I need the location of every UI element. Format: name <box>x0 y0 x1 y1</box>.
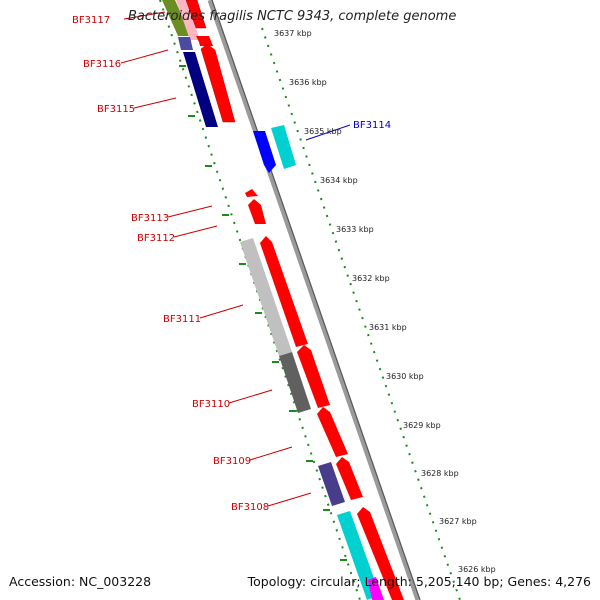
gene-feature-red-3108 <box>336 457 363 500</box>
gene-feature-red-long <box>260 236 308 347</box>
gene-label-bf3116: BF3116 <box>83 59 121 70</box>
genome-backbone <box>207 0 421 600</box>
gene-feature-red-top-2 <box>196 36 213 46</box>
gene-feature-red-bottom <box>357 507 404 600</box>
scale-label-3631: 3631 kbp <box>369 323 407 332</box>
gene-feature-bf3112 <box>248 199 266 224</box>
gene-feature-cyan-bottom <box>337 511 380 600</box>
scale-label-3637: 3637 kbp <box>274 29 312 38</box>
scale-label-3635: 3635 kbp <box>304 127 342 136</box>
scale-label-3626: 3626 kbp <box>458 565 496 574</box>
accession-text: Accession: NC_003228 <box>9 574 152 589</box>
bf3114-leader-line <box>305 124 351 141</box>
genome-title: Bacteroides fragilis NCTC 9343, complete… <box>128 9 457 24</box>
scale-label-3630: 3630 kbp <box>386 372 424 381</box>
gene-feature-bf3111 <box>240 238 292 356</box>
scale-label-3636: 3636 kbp <box>289 78 327 87</box>
gene-feature-bf3114-cyan <box>271 125 296 169</box>
topology-text: Topology: circular; Length: 5,205,140 bp… <box>247 574 591 589</box>
scale-guide <box>261 27 461 600</box>
gene-feature-bf3108 <box>318 462 345 506</box>
gene-feature-bf3110 <box>279 352 311 413</box>
gene-feature-olive <box>162 0 191 36</box>
gene-label-bf3109: BF3109 <box>213 456 251 467</box>
gene-feature-pink <box>176 0 200 40</box>
gene-feature-red-3116 <box>200 43 236 123</box>
gene-feature-bf3114-blue <box>253 131 276 173</box>
gene-feature-bf3113 <box>245 189 258 197</box>
scale-label-3632: 3632 kbp <box>352 274 390 283</box>
gene-feature-red-3110 <box>297 345 330 408</box>
gene-label-bf3108: BF3108 <box>231 502 269 513</box>
gene-feature-magenta-bottom <box>368 577 384 600</box>
gene-feature-bf3115 <box>183 52 218 127</box>
gene-label-bf3117: BF3117 <box>72 15 110 26</box>
scale-label-3633: 3633 kbp <box>336 225 374 234</box>
scale-label-3629: 3629 kbp <box>403 421 441 430</box>
gene-label-bf3112: BF3112 <box>137 233 175 244</box>
gene-feature-red-top <box>185 0 207 29</box>
gene-label-bf3111: BF3111 <box>163 314 201 325</box>
scale-label-3628: 3628 kbp <box>421 469 459 478</box>
gene-label-bf3114: BF3114 <box>353 120 391 131</box>
scale-labels: 3637 kbp 3636 kbp 3635 kbp 3634 kbp 3633… <box>274 29 496 574</box>
gene-label-bf3113: BF3113 <box>131 213 169 224</box>
gene-feature-red-3109 <box>317 407 348 457</box>
gene-label-bf3115: BF3115 <box>97 104 135 115</box>
gene-leader-lines <box>120 11 312 507</box>
scale-label-3634: 3634 kbp <box>320 176 358 185</box>
gene-feature-navy-small <box>178 37 193 50</box>
gene-features <box>162 0 404 600</box>
gene-label-bf3110: BF3110 <box>192 399 230 410</box>
gene-labels: BF3117 BF3116 BF3115 BF3114 BF3113 BF311… <box>72 15 391 513</box>
scale-label-3627: 3627 kbp <box>439 517 477 526</box>
outer-strand-ticks <box>179 65 347 561</box>
